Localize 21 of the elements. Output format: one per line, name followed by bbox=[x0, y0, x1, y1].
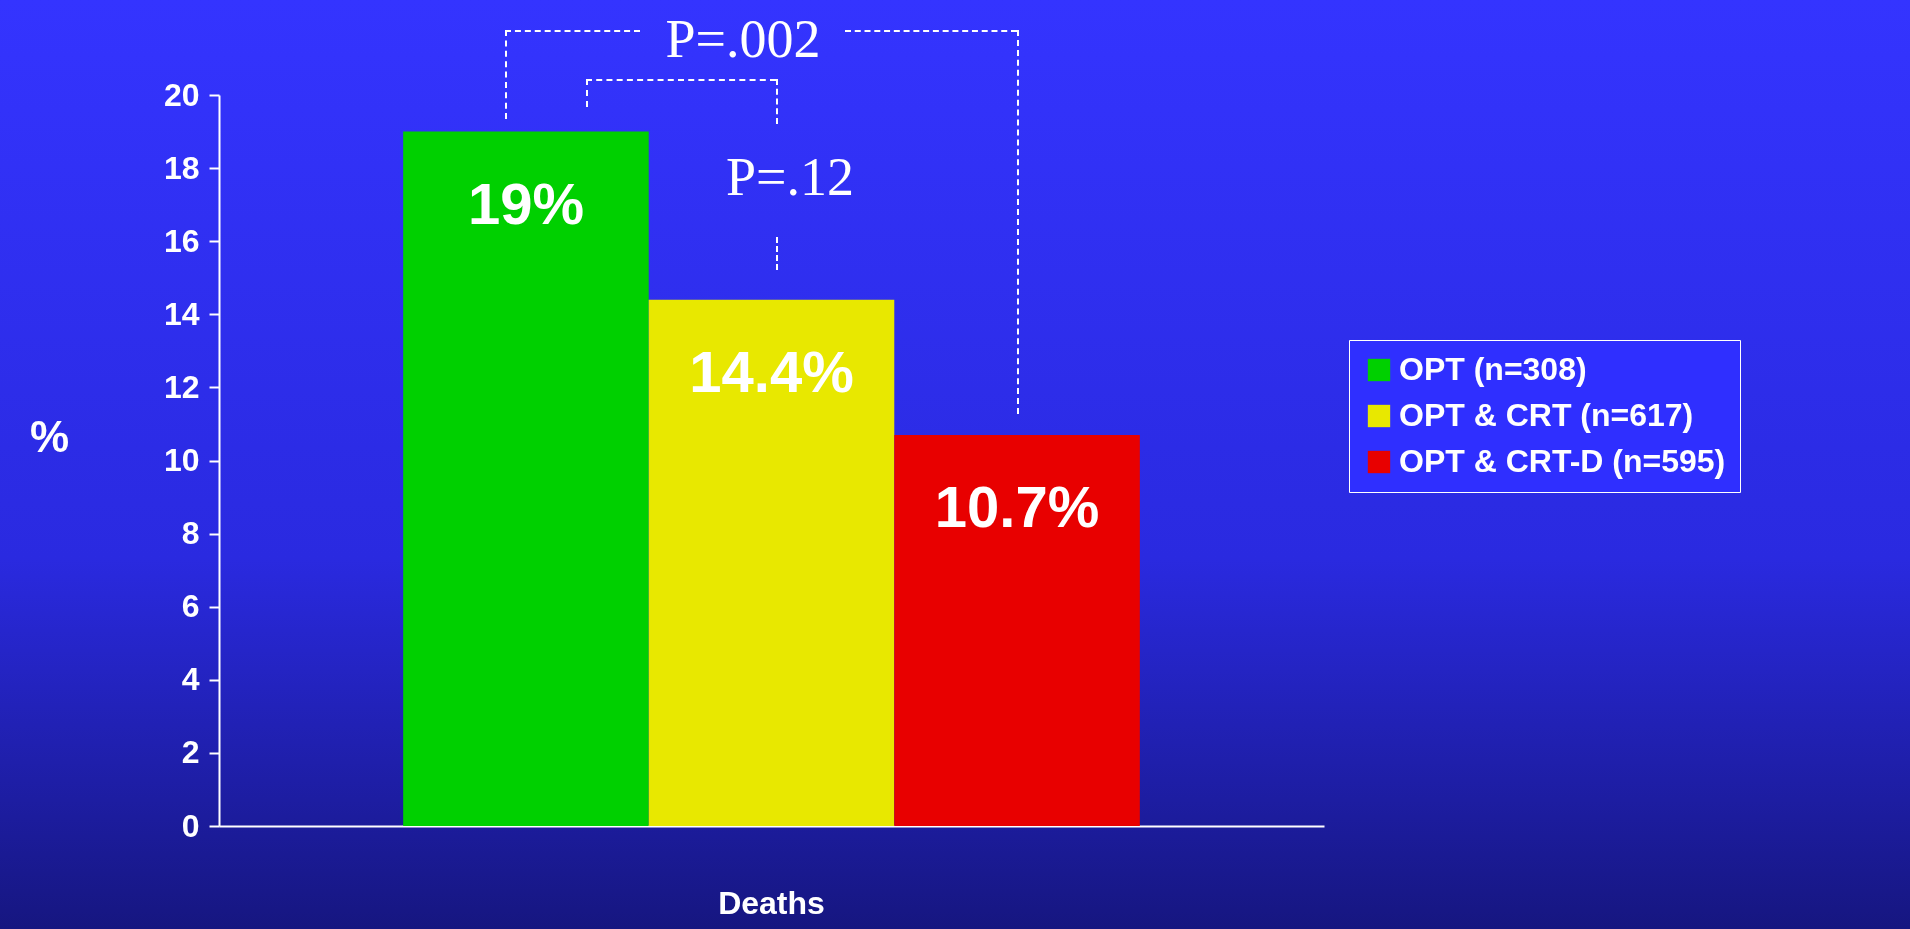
legend-label: OPT & CRT-D (n=595) bbox=[1399, 443, 1726, 479]
data-label: 14.4% bbox=[689, 338, 854, 404]
text: P=.002 bbox=[665, 9, 821, 69]
x-tick-label: Deaths bbox=[718, 884, 825, 921]
y-tick-label: 8 bbox=[181, 515, 200, 552]
y-tick-label: 12 bbox=[163, 368, 200, 405]
y-tick-label: 4 bbox=[181, 661, 200, 698]
y-tick-label: 18 bbox=[163, 149, 200, 186]
y-tick-label: 6 bbox=[181, 588, 200, 625]
annotation: P=.12 bbox=[726, 147, 854, 207]
data-label: 19% bbox=[467, 170, 584, 236]
y-tick-label: 10 bbox=[163, 442, 200, 478]
legend-label: OPT (n=308) bbox=[1399, 351, 1587, 387]
y-tick-label: 20 bbox=[163, 76, 200, 113]
y-tick-label: 0 bbox=[181, 807, 200, 844]
data-label: 10.7% bbox=[934, 473, 1100, 539]
y-tick-label: 14 bbox=[163, 295, 200, 332]
y-tick-label: 2 bbox=[181, 734, 200, 771]
y-axis-title: % bbox=[29, 411, 70, 461]
y-tick-label: 16 bbox=[163, 222, 200, 259]
legend-label: OPT & CRT (n=617) bbox=[1399, 397, 1694, 433]
